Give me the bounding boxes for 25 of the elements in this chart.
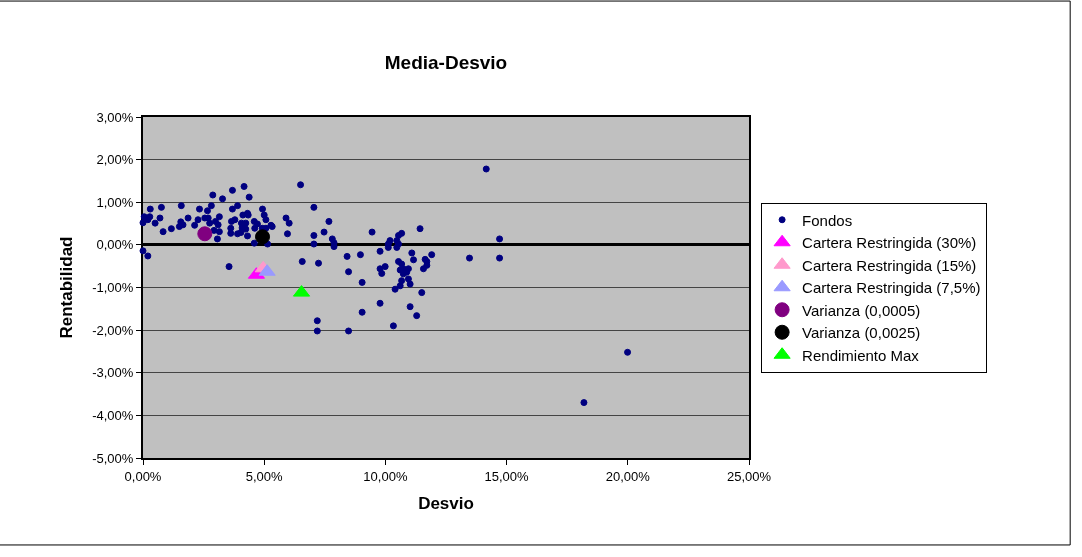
legend-label: Rendimiento Max [802,346,920,364]
y-tick-label: -5,00% [92,450,134,466]
y-tick-label: 1,00% [96,194,134,210]
y-tick-label: 0,00% [96,237,134,253]
y-tick-label: -4,00% [92,407,134,423]
legend-label: Fondos [802,211,853,229]
y-tick-label: -1,00% [92,280,134,296]
y-tick-label: 3,00% [96,109,134,125]
x-tick-label: 5,00% [245,468,284,484]
legend-label: Cartera Restringida (15%) [802,256,977,274]
y-tick-label: -2,00% [92,322,134,338]
legend-label: Varianza (0,0005) [802,301,921,319]
legend-label: Cartera Restringida (30%) [802,234,977,252]
x-tick-label: 10,00% [363,468,408,484]
x-axis-title: Desvio [418,494,474,514]
y-axis-title: Rentabilidad [57,236,77,339]
y-tick-label: 2,00% [96,152,134,168]
chart-title: Media-Desvio [384,52,508,73]
y-tick-label: -3,00% [92,365,134,381]
x-tick-label: 25,00% [726,468,772,484]
x-tick-label: 0,00% [124,468,162,484]
legend-label: Varianza (0,0025) [802,324,921,342]
x-tick-label: 20,00% [605,468,651,484]
x-tick-label: 15,00% [484,468,530,484]
legend-label: Cartera Restringida (7,5%) [802,279,981,297]
